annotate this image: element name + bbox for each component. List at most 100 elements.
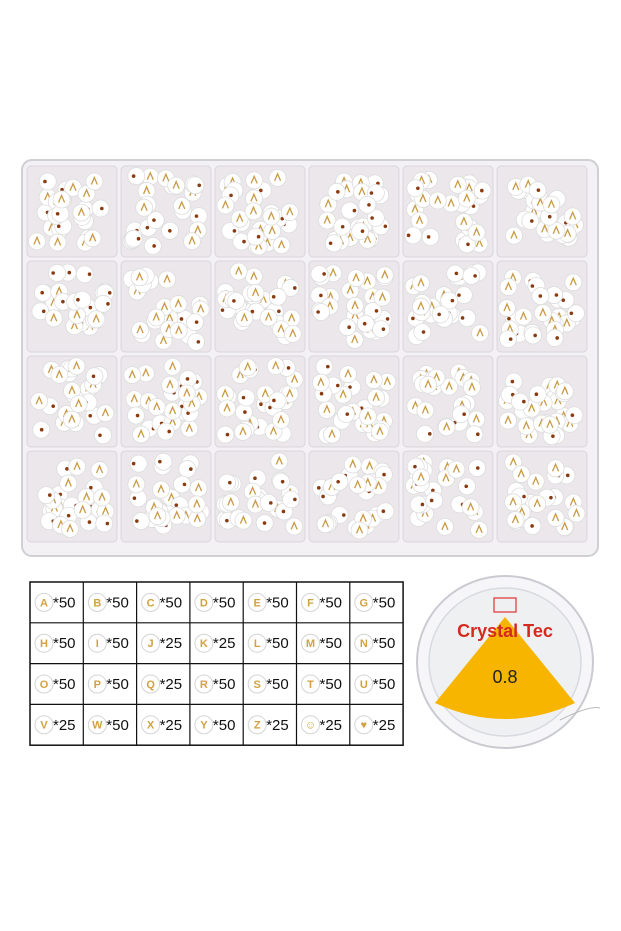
bead-count: *50 — [106, 676, 129, 693]
bead-hole — [385, 317, 390, 321]
bead-hole — [570, 413, 575, 418]
bead-hole — [522, 399, 526, 404]
bead-hole — [197, 183, 202, 188]
bead-letter — [251, 287, 260, 297]
bead-letter: Q — [146, 679, 155, 691]
bead-hole — [292, 286, 297, 290]
bead — [419, 375, 438, 394]
bead — [270, 452, 289, 471]
bead — [221, 221, 240, 240]
bead-hole — [319, 391, 324, 396]
bead-letter — [277, 239, 286, 249]
bead-letter — [434, 194, 442, 204]
bead-icon — [354, 715, 374, 735]
bead-hole — [480, 188, 484, 193]
bead — [514, 307, 533, 326]
bead-hole — [341, 513, 346, 517]
bead-hole — [457, 293, 461, 297]
bead-hole — [466, 242, 470, 247]
bead-letter: V — [40, 720, 48, 732]
bead — [94, 294, 113, 313]
bead-hole — [530, 284, 535, 288]
bead-hole — [87, 272, 92, 277]
bead-letter — [277, 414, 285, 424]
bead — [467, 410, 486, 429]
bead-letter — [35, 395, 43, 405]
bead — [448, 176, 467, 194]
bead-compartments — [26, 165, 588, 543]
bead — [499, 278, 518, 296]
bead — [318, 211, 337, 230]
bead-letter — [417, 277, 425, 287]
bead-letter — [178, 200, 186, 210]
bead-letter: G — [360, 597, 369, 609]
bead — [130, 268, 149, 287]
bead — [38, 172, 57, 191]
bead — [404, 226, 423, 245]
bead — [148, 507, 167, 526]
bead-hole — [55, 211, 60, 216]
bead — [230, 209, 249, 228]
yellow-label — [435, 617, 575, 719]
bead-icon — [34, 674, 54, 694]
bead-count: *25 — [373, 717, 396, 734]
bead-letter — [272, 360, 280, 370]
bead-hole — [232, 299, 236, 303]
bead — [461, 498, 480, 517]
bead-letter — [57, 193, 66, 203]
bead — [375, 266, 394, 285]
bead-hole — [420, 502, 425, 507]
bead-letter — [64, 477, 72, 487]
bead-letter — [510, 230, 518, 239]
bead-count: *50 — [106, 635, 129, 652]
bead-hole — [87, 520, 92, 524]
bead-letter — [197, 303, 205, 313]
bead-hole — [536, 188, 541, 192]
bead-letter — [261, 388, 269, 398]
bead-letter: X — [147, 720, 155, 732]
bead-count: *25 — [160, 635, 183, 652]
bead-hole — [65, 467, 69, 471]
bead-letter — [142, 367, 150, 377]
bead-letter — [153, 510, 162, 520]
bead-hole — [316, 310, 320, 314]
bead-hole — [277, 309, 281, 314]
bead-letter — [432, 371, 441, 381]
bead-letter — [286, 206, 294, 216]
bead-icon — [194, 592, 214, 612]
bead-letter — [82, 188, 91, 198]
bead-letter — [163, 273, 171, 283]
bead-letter — [372, 392, 380, 401]
bead-hole — [259, 402, 263, 407]
bead-icon — [247, 592, 267, 612]
logo — [493, 597, 517, 613]
bead-hole — [179, 317, 184, 321]
bead — [73, 290, 92, 309]
bead-hole — [185, 377, 190, 381]
bead-hole — [131, 461, 136, 466]
bead — [324, 234, 343, 253]
bead-letter — [536, 197, 544, 206]
bead-letter: H — [40, 638, 48, 650]
bead-letter — [442, 472, 450, 482]
bead-letter — [135, 271, 144, 281]
bead-hole — [196, 340, 201, 344]
bead-letter — [504, 281, 513, 291]
bead — [512, 465, 531, 483]
bead-icon — [141, 715, 161, 735]
bead-count: *50 — [320, 676, 343, 693]
bead-letter — [142, 185, 151, 195]
bead-letter — [73, 309, 81, 319]
bead-letter — [89, 232, 97, 242]
bead-hole — [106, 302, 110, 306]
bead-hole — [167, 429, 171, 434]
bead-letter — [193, 513, 201, 523]
bead-letter: W — [92, 720, 103, 732]
bead-letter — [349, 458, 357, 468]
bead-letter — [572, 507, 581, 517]
bead-letter — [193, 498, 201, 508]
bead-count: *50 — [266, 594, 289, 611]
bead-letter — [452, 463, 460, 473]
bead-hole — [569, 311, 574, 316]
bead-letter — [358, 186, 366, 196]
